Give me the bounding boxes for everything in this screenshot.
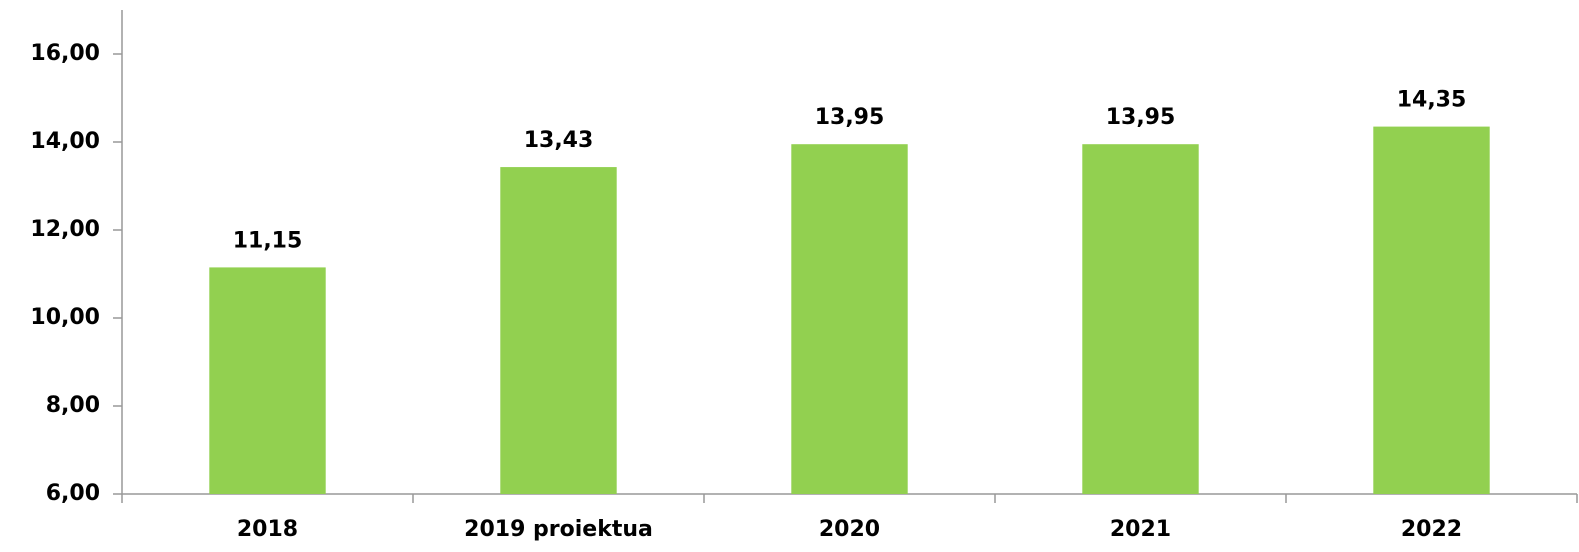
x-tick-label: 2018	[237, 517, 298, 542]
bar	[500, 167, 617, 494]
data-label: 14,35	[1397, 88, 1467, 113]
x-tick-label: 2020	[819, 517, 880, 542]
bar	[1373, 126, 1490, 494]
x-tick-label: 2019 proiektua	[464, 517, 653, 542]
x-tick-label: 2022	[1401, 517, 1462, 542]
y-tick-label: 12,00	[30, 217, 100, 242]
y-tick-label: 6,00	[46, 481, 100, 506]
y-tick-label: 14,00	[30, 129, 100, 154]
data-label: 13,43	[524, 128, 594, 153]
data-label: 13,95	[1106, 105, 1176, 130]
y-tick-label: 8,00	[46, 393, 100, 418]
y-tick-label: 10,00	[30, 305, 100, 330]
y-tick-label: 16,00	[30, 41, 100, 66]
bar	[791, 144, 908, 494]
bar	[1082, 144, 1199, 494]
data-label: 13,95	[815, 105, 885, 130]
bar	[209, 267, 326, 494]
data-label: 11,15	[233, 228, 303, 253]
x-tick-label: 2021	[1110, 517, 1171, 542]
